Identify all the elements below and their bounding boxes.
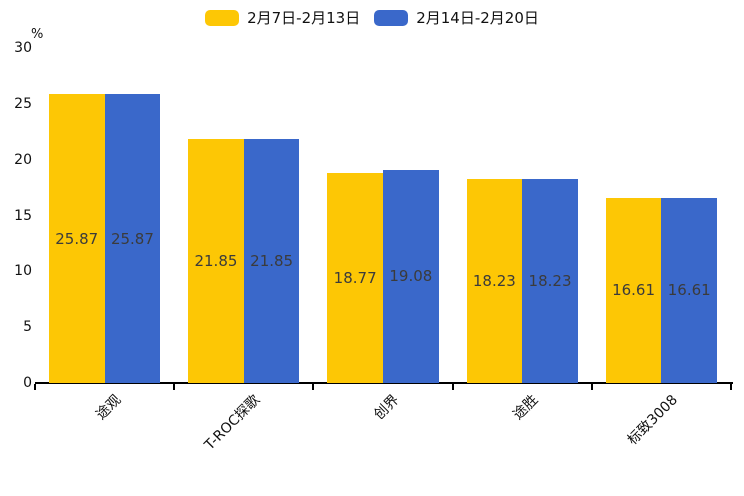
legend-swatch-icon (205, 10, 240, 26)
bar-value-label: 19.08 (389, 267, 433, 286)
bar-series-2 (383, 169, 439, 383)
y-axis-unit-label: % (31, 27, 44, 42)
legend-item: 2月7日-2月13日 (205, 9, 360, 27)
bar-value-label: 21.85 (194, 252, 238, 270)
bar-series-1 (466, 179, 523, 383)
bar-value-label: 25.87 (55, 229, 99, 248)
x-axis-category-label: T-ROC探歌 (201, 392, 264, 454)
bar-value-label: 18.23 (472, 272, 516, 291)
x-axis-category-label: 途胜 (510, 392, 542, 424)
x-axis-tick (173, 384, 176, 390)
x-axis-tick (451, 384, 454, 390)
y-axis-tick-label: 10 (14, 263, 32, 280)
x-axis-tick (730, 384, 732, 390)
y-axis-tick-label: 20 (14, 151, 32, 168)
y-axis-tick-label: 15 (14, 207, 32, 224)
bar-series-2 (104, 94, 161, 383)
bar-value-label: 21.85 (250, 252, 294, 270)
legend-label: 2月7日-2月13日 (247, 9, 361, 27)
bar-value-label: 16.61 (667, 281, 711, 300)
bar-series-1 (48, 94, 105, 383)
bar-series-2 (661, 197, 718, 383)
legend-item: 2月14日-2月20日 (374, 9, 539, 27)
bar-series-1 (188, 139, 244, 383)
y-axis-tick-label: 0 (23, 375, 32, 391)
bar-value-label: 18.23 (528, 272, 572, 291)
x-axis-tick (590, 384, 593, 390)
y-axis-tick-label: 25 (14, 95, 32, 112)
x-axis-category-label: 途观 (92, 392, 124, 424)
x-axis-category-label: 创界 (371, 392, 403, 424)
bar-series-2 (522, 179, 578, 383)
x-axis-tick (312, 384, 315, 390)
x-axis-line (35, 382, 733, 384)
bar-value-label: 25.87 (110, 229, 154, 248)
legend-swatch-icon (374, 10, 409, 26)
x-axis-tick (34, 384, 36, 390)
bar-series-1 (327, 173, 383, 383)
y-axis-tick-label: 30 (14, 40, 32, 56)
x-axis-category-label: 标致3008 (624, 392, 681, 449)
legend-label: 2月14日-2月20日 (416, 9, 539, 27)
bar-value-label: 18.77 (333, 269, 377, 288)
bar-series-1 (605, 197, 662, 383)
bar-series-2 (243, 139, 300, 383)
y-axis-tick-label: 5 (23, 319, 32, 336)
bar-value-label: 16.61 (612, 281, 656, 300)
chart-legend: 2月7日-2月13日 2月14日-2月20日 (0, 9, 744, 27)
